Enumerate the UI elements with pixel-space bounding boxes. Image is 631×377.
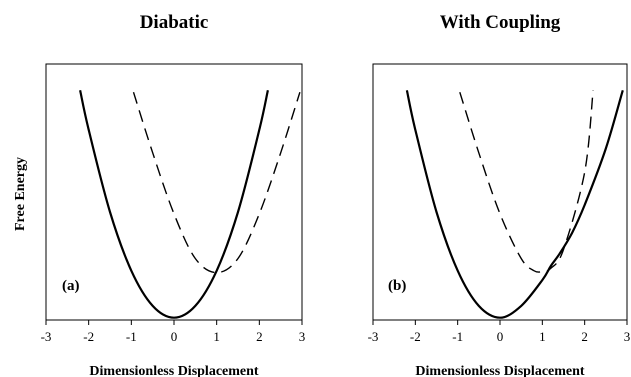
panel-b-x-tick-label: 3 — [624, 329, 631, 344]
panel-a-x-tick-label: 1 — [213, 329, 220, 344]
panel-b-x-tick-label: 1 — [539, 329, 546, 344]
panel-b-label: (b) — [388, 278, 406, 294]
panel-b-x-axis-label: Dimensionless Displacement — [415, 364, 585, 377]
panel-a-solid-curve — [79, 90, 269, 319]
panel-a-title: Diabatic — [140, 12, 209, 33]
panel-b: With Coupling -3 -2 -1 0 1 2 3 (b) Dimensionle… — [368, 12, 631, 377]
panel-a-dashed-curve — [132, 91, 301, 274]
panel-b-title: With Coupling — [440, 12, 561, 33]
y-axis-label: Free Energy — [13, 157, 28, 231]
panel-b-x-tick-label: -2 — [410, 329, 421, 344]
panel-a-x-ticks: -3 -2 -1 0 1 2 3 — [41, 320, 306, 344]
panel-a-x-tick-label: -1 — [126, 329, 137, 344]
panel-a-x-tick-label: 2 — [256, 329, 263, 344]
panel-b-x-tick-label: 2 — [581, 329, 588, 344]
panel-b-x-tick-label: -3 — [368, 329, 379, 344]
panel-b-x-tick-label: 0 — [497, 329, 504, 344]
panel-b-x-tick-label: -1 — [452, 329, 463, 344]
panel-b-x-ticks: -3 -2 -1 0 1 2 3 — [368, 320, 631, 344]
panel-a-plot-frame — [45, 63, 303, 321]
panel-a-label: (a) — [62, 278, 80, 294]
panel-a-x-axis-label: Dimensionless Displacement — [89, 364, 259, 377]
panel-a-x-tick-label: 3 — [299, 329, 306, 344]
panel-a-x-tick-label: -2 — [83, 329, 94, 344]
panel-a-x-tick-label: 0 — [171, 329, 178, 344]
panel-b-dashed-curve — [459, 90, 594, 273]
panel-b-curves — [405, 89, 624, 319]
panel-a: Diabatic -3 -2 -1 0 1 2 3 (a) Dimensionless Di… — [41, 12, 306, 377]
panel-a-x-tick-label: -3 — [41, 329, 52, 344]
panel-a-curves — [79, 90, 301, 319]
panel-b-solid-curve — [405, 89, 624, 319]
